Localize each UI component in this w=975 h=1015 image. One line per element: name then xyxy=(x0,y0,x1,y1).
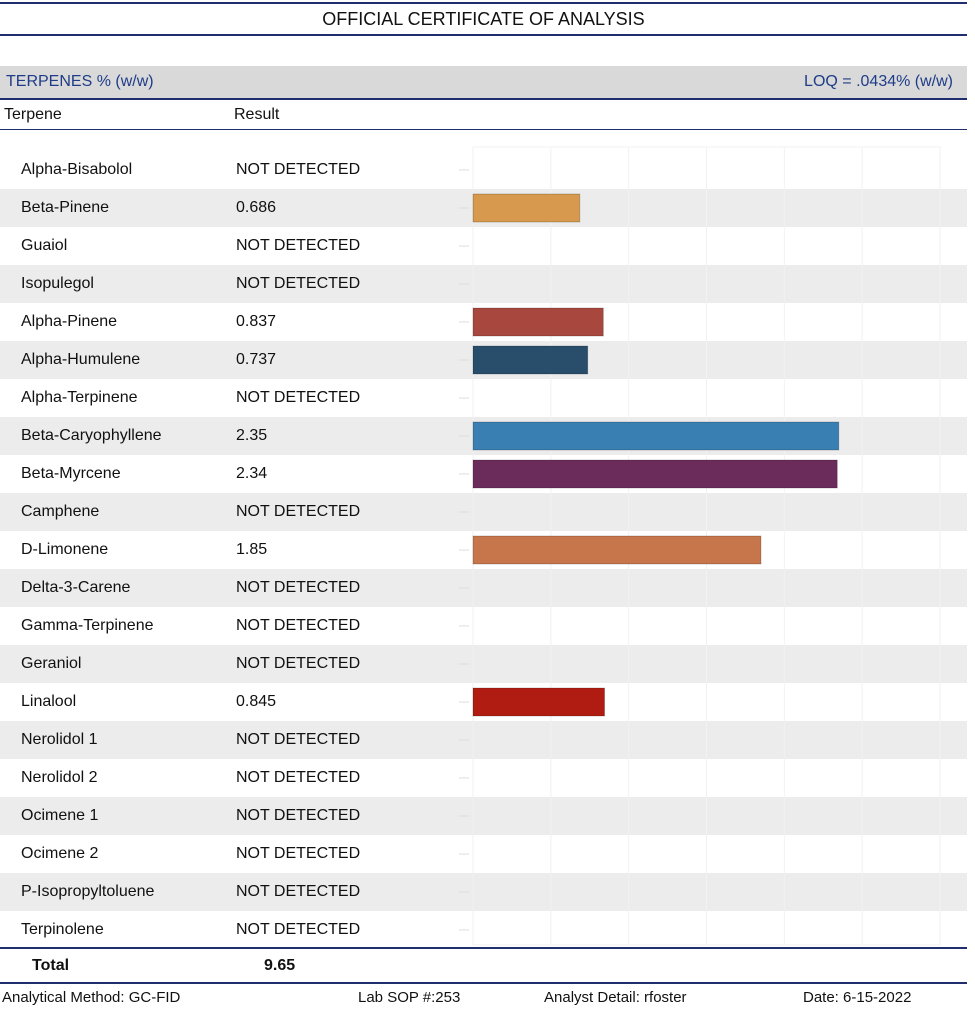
terpene-result: 0.737 xyxy=(236,351,277,368)
table-row: Ocimene 2 NOT DETECTED xyxy=(0,835,967,873)
table-row: Alpha-Humulene 0.737 xyxy=(0,341,967,379)
terpene-result: NOT DETECTED xyxy=(236,731,361,748)
terpene-result: 2.35 xyxy=(236,427,268,444)
terpene-result: NOT DETECTED xyxy=(236,807,361,824)
terpene-result: NOT DETECTED xyxy=(236,275,361,292)
terpene-name: Guaiol xyxy=(21,237,68,254)
terpene-name: D-Limonene xyxy=(21,541,109,558)
footer: Analytical Method: GC-FID Lab SOP #:253 … xyxy=(0,986,967,1010)
terpene-result: NOT DETECTED xyxy=(236,883,361,900)
terpene-name: Delta-3-Carene xyxy=(21,579,131,596)
terpene-result: 0.837 xyxy=(236,313,277,330)
table-row: Nerolidol 1 NOT DETECTED xyxy=(0,721,967,759)
table-row: Gamma-Terpinene NOT DETECTED xyxy=(0,607,967,645)
table-row: Linalool 0.845 xyxy=(0,683,967,721)
terpene-name: Ocimene 1 xyxy=(21,807,99,824)
table-row: Ocimene 1 NOT DETECTED xyxy=(0,797,967,835)
terpene-result: NOT DETECTED xyxy=(236,579,361,596)
terpene-name: Nerolidol 1 xyxy=(21,731,98,748)
terpene-name: Nerolidol 2 xyxy=(21,769,98,786)
terpene-name: Beta-Pinene xyxy=(21,199,110,216)
certificate-title: OFFICIAL CERTIFICATE OF ANALYSIS xyxy=(0,2,967,36)
total-label: Total xyxy=(32,957,70,974)
table-row: Alpha-Terpinene NOT DETECTED xyxy=(0,379,967,417)
table-row: Nerolidol 2 NOT DETECTED xyxy=(0,759,967,797)
terpene-column-header: Terpene xyxy=(4,106,62,123)
terpene-name: Ocimene 2 xyxy=(21,845,99,862)
terpene-result: NOT DETECTED xyxy=(236,921,361,938)
terpene-result: 2.34 xyxy=(236,465,268,482)
table-row: D-Limonene 1.85 xyxy=(0,531,967,569)
terpene-name: Alpha-Bisabolol xyxy=(21,161,133,178)
terpene-name: Linalool xyxy=(21,693,77,710)
footer-divider xyxy=(0,982,967,984)
terpene-name: Alpha-Pinene xyxy=(21,313,118,330)
certificate-title-text: OFFICIAL CERTIFICATE OF ANALYSIS xyxy=(322,9,645,29)
terpene-name: Gamma-Terpinene xyxy=(21,617,154,634)
table-row: Beta-Caryophyllene 2.35 xyxy=(0,417,967,455)
table-row: Isopulegol NOT DETECTED xyxy=(0,265,967,303)
table-row: Delta-3-Carene NOT DETECTED xyxy=(0,569,967,607)
terpene-name: Geraniol xyxy=(21,655,82,672)
section-name: TERPENES % (w/w) xyxy=(6,73,154,90)
loq-label: LOQ = .0434% (w/w) xyxy=(804,73,953,90)
terpene-result: NOT DETECTED xyxy=(236,237,361,254)
table-row: P-Isopropyltoluene NOT DETECTED xyxy=(0,873,967,911)
terpenes-section-header: TERPENES % (w/w) LOQ = .0434% (w/w) xyxy=(0,66,967,100)
terpene-name: P-Isopropyltoluene xyxy=(21,883,155,900)
table-row: Camphene NOT DETECTED xyxy=(0,493,967,531)
result-column-header: Result xyxy=(234,106,280,123)
terpene-result: 1.85 xyxy=(236,541,268,558)
terpene-name: Beta-Caryophyllene xyxy=(21,427,162,444)
terpene-name: Beta-Myrcene xyxy=(21,465,121,482)
table-row: Alpha-Pinene 0.837 xyxy=(0,303,967,341)
terpene-name: Isopulegol xyxy=(21,275,94,292)
terpene-name: Terpinolene xyxy=(21,921,104,938)
terpene-result: NOT DETECTED xyxy=(236,617,361,634)
total-divider xyxy=(0,947,967,949)
terpene-result: NOT DETECTED xyxy=(236,769,361,786)
table-row: Alpha-Bisabolol NOT DETECTED xyxy=(0,151,967,189)
lab-sop: Lab SOP #:253 xyxy=(358,989,461,1006)
terpene-name: Camphene xyxy=(21,503,100,520)
total-value: 9.65 xyxy=(264,957,296,974)
report-date: Date: 6-15-2022 xyxy=(803,989,912,1006)
terpene-result: NOT DETECTED xyxy=(236,161,361,178)
terpene-result: NOT DETECTED xyxy=(236,655,361,672)
table-row: Terpinolene NOT DETECTED xyxy=(0,911,967,949)
analytical-method: Analytical Method: GC-FID xyxy=(2,989,181,1006)
terpene-result: 0.845 xyxy=(236,693,277,710)
terpene-result: NOT DETECTED xyxy=(236,845,361,862)
table-row: Beta-Pinene 0.686 xyxy=(0,189,967,227)
terpene-name: Alpha-Terpinene xyxy=(21,389,138,406)
column-headers: Terpene Result xyxy=(0,101,967,130)
terpene-result: NOT DETECTED xyxy=(236,503,361,520)
analyst-detail: Analyst Detail: rfoster xyxy=(544,989,687,1006)
total-row: Total 9.65 xyxy=(0,953,967,979)
table-row: Beta-Myrcene 2.34 xyxy=(0,455,967,493)
terpene-name: Alpha-Humulene xyxy=(21,351,141,368)
table-row: Guaiol NOT DETECTED xyxy=(0,227,967,265)
terpene-result: 0.686 xyxy=(236,199,277,216)
terpene-result: NOT DETECTED xyxy=(236,389,361,406)
table-row: Geraniol NOT DETECTED xyxy=(0,645,967,683)
